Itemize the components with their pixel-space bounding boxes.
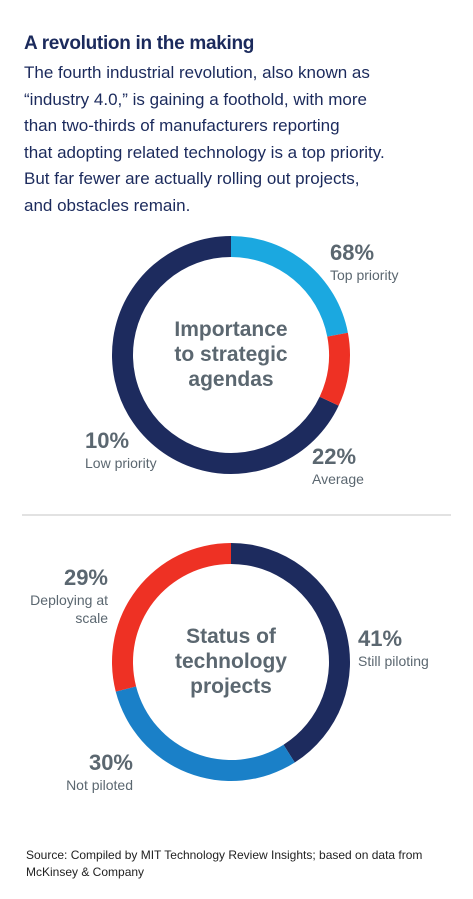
category-label: Top priority — [330, 267, 399, 283]
center-label: Status of technology projects — [131, 624, 331, 699]
donut-segment — [231, 543, 351, 763]
value-label: 30% — [88, 750, 133, 775]
donut-segment — [231, 236, 348, 337]
value-label: 68% — [330, 240, 375, 265]
category-label: Average — [312, 471, 364, 487]
intro-line: The fourth industrial revolution, also k… — [24, 63, 370, 82]
intro-line: and obstacles remain. — [24, 195, 191, 215]
category-label: Low priority — [85, 455, 157, 471]
center-label-line: agendas — [188, 368, 274, 391]
intro-line: than two-thirds of manufacturers reporti… — [24, 116, 340, 135]
center-label-line: to strategic — [174, 343, 288, 366]
intro-line: “industry 4.0,” is gaining a foothold, w… — [24, 89, 368, 109]
value-label: 41% — [358, 626, 403, 651]
value-label: 10% — [85, 428, 130, 453]
intro-line: that adopting related technology is a to… — [24, 142, 385, 162]
center-label-line: projects — [190, 675, 272, 698]
center-label-line: Importance — [174, 318, 288, 341]
intro-line: But far fewer are actually rolling out p… — [24, 169, 360, 188]
center-label-line: Status of — [186, 625, 276, 648]
value-label: 22% — [312, 444, 357, 469]
category-label: Still piloting — [358, 653, 429, 669]
center-label: Importance to strategic agendas — [131, 317, 331, 392]
segment-label: 22% Average — [312, 444, 364, 488]
donut-segment — [115, 686, 295, 782]
value-label: 29% — [63, 565, 108, 590]
intro: The fourth industrial revolution, also k… — [24, 60, 385, 219]
donut-segment — [319, 332, 350, 406]
segment-label: 41% Still piloting — [358, 626, 429, 670]
source-note: Source: Compiled by MIT Technology Revie… — [26, 848, 423, 879]
center-label-line: technology — [174, 650, 287, 673]
category-label: Deploying at scale — [30, 592, 108, 626]
segment-label: 10% Low priority — [85, 428, 157, 472]
segment-label: 29% Deploying at scale — [28, 565, 108, 627]
title: A revolution in the making — [24, 33, 255, 54]
donut-segment — [111, 543, 231, 692]
segment-label: 30% Not piloted — [66, 750, 133, 794]
category-label: Not piloted — [66, 777, 133, 793]
segment-label: 68% Top priority — [330, 240, 398, 284]
